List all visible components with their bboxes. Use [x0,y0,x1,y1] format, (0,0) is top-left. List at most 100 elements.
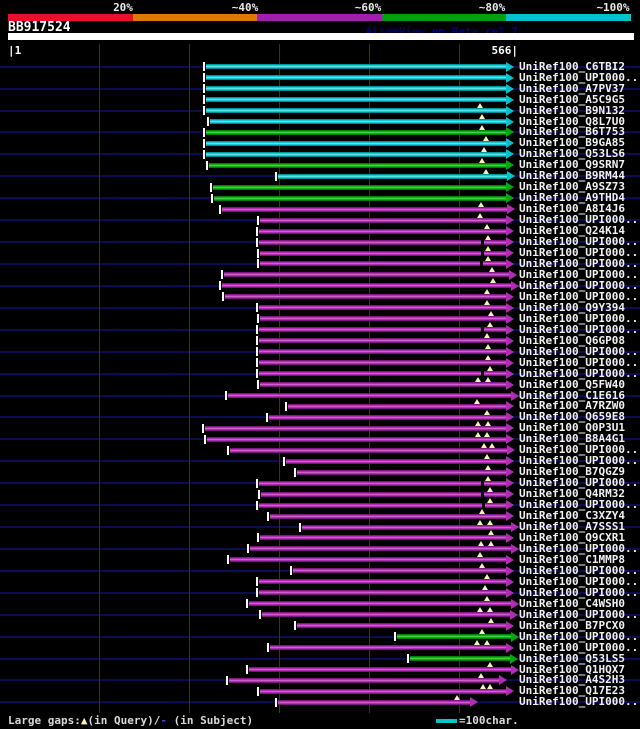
subject-label[interactable]: UniRef100_A5C9G5 [519,92,625,106]
subject-label[interactable]: UniRef100_UPI000.. [519,563,639,577]
alignment-bar[interactable] [259,579,507,585]
subject-label[interactable]: UniRef100_UPI000.. [519,541,639,555]
subject-label[interactable]: UniRef100_B9N132 [519,103,625,117]
subject-label[interactable]: UniRef100_A9THD4 [519,191,625,205]
subject-label[interactable]: UniRef100_C3XZY4 [519,509,625,523]
alignment-bar[interactable] [260,250,507,256]
alignment-bar[interactable] [293,568,507,574]
alignment-bar[interactable] [206,97,507,103]
alignment-bar[interactable] [250,546,512,552]
subject-label[interactable]: UniRef100_Q9CXR1 [519,530,625,544]
subject-label[interactable]: UniRef100_B9RM44 [519,169,625,183]
subject-label[interactable]: UniRef100_UPI000.. [519,574,639,588]
subject-label[interactable]: UniRef100_UPI000.. [519,322,639,336]
alignment-bar[interactable] [270,513,507,519]
alignment-bar[interactable] [259,590,507,596]
alignment-bar[interactable] [260,535,507,541]
alignment-bar[interactable] [260,688,507,694]
alignment-bar[interactable] [259,327,507,333]
alignment-bar[interactable] [270,645,507,651]
alignment-bar[interactable] [410,656,511,662]
alignment-bar[interactable] [278,173,508,179]
alignment-bar[interactable] [288,403,507,409]
alignment-bar[interactable] [225,294,507,300]
subject-label[interactable]: UniRef100_Q0P3U1 [519,421,625,435]
alignment-bar[interactable] [229,677,500,683]
subject-label[interactable]: UniRef100_UPI000.. [519,476,639,490]
subject-label[interactable]: UniRef100_UPI000.. [519,355,639,369]
subject-label[interactable]: UniRef100_UPI000.. [519,246,639,260]
subject-label[interactable]: UniRef100_B7PCX0 [519,618,625,632]
subject-label[interactable]: UniRef100_UPI000.. [519,70,639,84]
subject-label[interactable]: UniRef100_B7QGZ9 [519,465,625,479]
alignment-bar[interactable] [297,623,507,629]
subject-label[interactable]: UniRef100_UPI000.. [519,443,639,457]
alignment-bar[interactable] [259,360,507,366]
alignment-bar[interactable] [259,371,507,377]
alignment-bar[interactable] [260,316,507,322]
subject-label[interactable]: UniRef100_Q4RM32 [519,487,625,501]
alignment-bar[interactable] [259,305,507,311]
subject-label[interactable]: UniRef100_Q6GP08 [519,333,625,347]
subject-label[interactable]: UniRef100_Q53LS6 [519,147,625,161]
alignment-bar[interactable] [249,667,512,672]
subject-label[interactable]: UniRef100_UPI000.. [519,607,639,621]
subject-label[interactable]: UniRef100_UPI000.. [519,498,639,512]
subject-label[interactable]: UniRef100_UPI000.. [519,585,639,599]
subject-label[interactable]: UniRef100_A9SZ73 [519,180,625,194]
subject-label[interactable]: UniRef100_UPI000.. [519,235,639,249]
subject-label[interactable]: UniRef100_A7SSS1 [519,520,625,534]
subject-label[interactable]: UniRef100_UPI000.. [519,454,639,468]
subject-label[interactable]: UniRef100_UPI000.. [519,629,639,643]
subject-label[interactable]: UniRef100_B8A4G1 [519,432,625,446]
subject-label[interactable]: UniRef100_UPI000.. [519,267,639,281]
alignment-bar[interactable] [209,162,507,168]
subject-label[interactable]: UniRef100_Q9SRN7 [519,158,625,172]
alignment-bar[interactable] [206,64,507,70]
alignment-bar[interactable] [228,393,512,398]
alignment-bar[interactable] [206,108,507,114]
subject-label[interactable]: UniRef100_Q9Y394 [519,300,625,314]
alignment-bar[interactable] [206,140,507,146]
alignment-bar[interactable] [205,425,507,431]
subject-label[interactable]: UniRef100_C1MMP8 [519,552,625,566]
subject-label[interactable]: UniRef100_C4WSH0 [519,596,625,610]
subject-label[interactable]: UniRef100_UPI000.. [519,289,639,303]
subject-label[interactable]: UniRef100_B6T753 [519,125,625,139]
subject-label[interactable]: UniRef100_UPI000.. [519,640,639,654]
alignment-bar[interactable] [259,349,507,355]
alignment-bar[interactable] [259,228,507,234]
alignment-bar[interactable] [302,524,512,530]
alignment-bar[interactable] [206,75,507,81]
subject-label[interactable]: UniRef100_C1E616 [519,388,625,402]
alignment-bar[interactable] [261,491,507,497]
subject-label[interactable]: UniRef100_A7PV37 [519,81,625,95]
alignment-bar[interactable] [206,86,507,92]
alignment-bar[interactable] [260,261,507,267]
alignment-bar[interactable] [297,469,507,475]
subject-label[interactable]: UniRef100_Q1HQX7 [519,662,625,676]
alignment-bar[interactable] [259,239,507,245]
alignment-bar[interactable] [259,480,507,486]
alignment-bar[interactable] [278,699,471,705]
alignment-bar[interactable] [260,217,507,223]
alignment-bar[interactable] [269,414,507,420]
alignment-bar[interactable] [213,184,507,190]
alignment-bar[interactable] [206,129,507,135]
subject-label[interactable]: UniRef100_UPI000.. [519,213,639,227]
subject-label[interactable]: UniRef100_UPI000.. [519,256,639,270]
subject-label[interactable]: UniRef100_Q5FW40 [519,377,625,391]
alignment-bar[interactable] [224,272,510,278]
alignment-bar[interactable] [207,436,507,442]
subject-label[interactable]: UniRef100_B9GA85 [519,136,625,150]
subject-label[interactable]: UniRef100_UPI000.. [519,695,639,709]
subject-label[interactable]: UniRef100_UPI000.. [519,344,639,358]
alignment-bar[interactable] [206,151,507,157]
alignment-bar[interactable] [222,206,508,212]
alignment-bar[interactable] [259,338,507,344]
alignment-bar[interactable] [262,612,511,618]
subject-label[interactable]: UniRef100_A4S2H3 [519,673,625,687]
subject-label[interactable]: UniRef100_Q659E8 [519,410,625,424]
subject-label[interactable]: UniRef100_Q8L7U0 [519,114,625,128]
subject-label[interactable]: UniRef100_A7RZW0 [519,399,625,413]
